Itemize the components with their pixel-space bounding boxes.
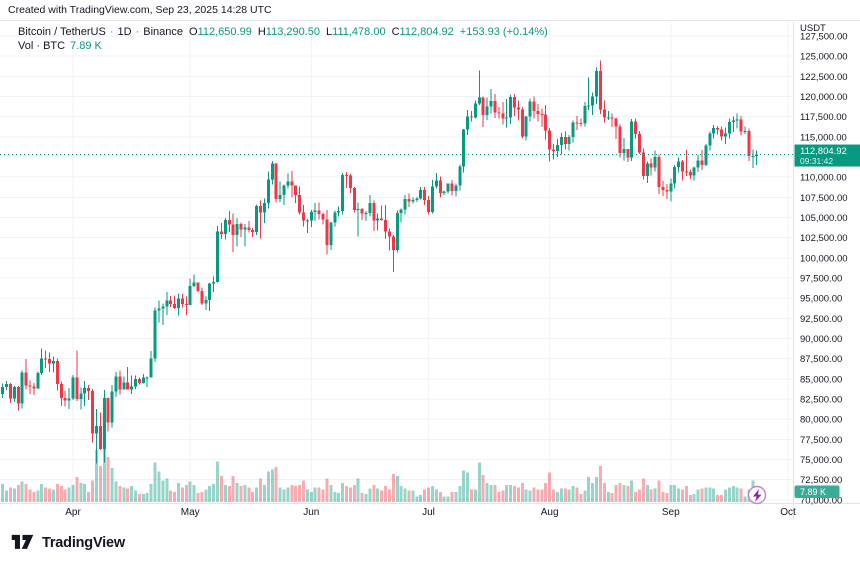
open-label: O [189,26,198,38]
time-tick-label: Jun [303,507,319,518]
volume-bars [1,440,759,502]
price-tick-label: 82,500.00 [800,394,842,405]
price-tick-label: 75,000.00 [800,455,842,466]
price-badge-value: 112,804.92 [800,146,847,157]
price-tick-label: 95,000.00 [800,294,842,305]
separator-dot: · [109,26,114,38]
candles [1,60,759,464]
flash-trade-button[interactable] [747,485,767,505]
price-tick-label: 87,500.00 [800,354,842,365]
price-tick-label: 100,000.00 [800,253,848,264]
footer-brand[interactable]: TradingView [10,533,125,552]
price-tick-label: 85,000.00 [800,374,842,385]
price-tick-label: 122,500.00 [800,72,848,83]
price-tick-label: 125,000.00 [800,52,848,63]
time-tick-label: Sep [662,507,680,518]
price-tick-label: 105,000.00 [800,213,848,224]
grid-lines [0,22,793,503]
open-value: 112,650.99 [197,26,252,38]
price-tick-label: 72,500.00 [800,475,842,486]
symbol-name[interactable]: Bitcoin / TetherUS [18,26,106,38]
close-value: 112,804.92 [399,26,454,38]
high-label: H [257,26,266,38]
volume-label[interactable]: Vol · BTC [18,40,66,52]
low-value: 111,478.00 [332,26,386,38]
high-value: 113,290.50 [265,26,321,38]
price-axis-currency: USDT [800,23,826,34]
price-tick-label: 110,000.00 [800,173,847,184]
volume-row: Vol · BTC 7.89 K [18,40,548,53]
price-tick-label: 117,500.00 [800,112,847,123]
price-tick-label: 70,000.00 [800,495,842,506]
symbol-row: Bitcoin / TetherUS · 1D · Binance O112,650.99… [18,26,548,39]
close-label: C [391,26,400,38]
svg-text:7.89 K: 7.89 K [800,487,826,497]
exchange-name: Binance [143,26,184,38]
interval-value[interactable]: 1D [117,26,132,38]
attribution-text: Created with TradingView.com, Sep 23, 20… [8,4,272,16]
lightning-icon [753,489,762,502]
price-tick-label: 115,000.00 [800,132,847,143]
price-tick-label: 107,500.00 [800,193,848,204]
attribution-bar: Created with TradingView.com, Sep 23, 20… [0,0,860,21]
price-tick-label: 102,500.00 [800,233,848,244]
change-value: +153.93 (+0.14%) [459,26,548,38]
time-tick-label: Oct [780,507,796,518]
time-tick-label: May [181,507,200,518]
price-tick-label: 80,000.00 [800,415,842,426]
price-tick-label: 92,500.00 [800,314,842,325]
price-tick-label: 120,000.00 [800,92,848,103]
separator-dot: · [135,26,140,38]
time-tick-label: Jul [422,507,435,518]
volume-value-badge: 7.89 K [794,485,840,498]
price-tick-label: 77,500.00 [800,435,842,446]
tradingview-logo-icon[interactable] [10,533,35,552]
volume-value: 7.89 K [70,40,102,52]
brand-text[interactable]: TradingView [42,534,125,551]
time-tick-label: Aug [541,507,559,518]
low-label: L [326,26,333,38]
price-tick-label: 127,500.00 [800,32,848,43]
price-tick-label: 90,000.00 [800,334,842,345]
time-tick-label: Apr [65,507,81,518]
symbol-legend[interactable]: Bitcoin / TetherUS · 1D · Binance O112,650.99… [18,26,548,54]
axis-separators [0,22,860,520]
price-badge-countdown: 09:31:42 [800,156,833,166]
price-tick-label: 97,500.00 [800,273,842,284]
time-axis[interactable]: Apr May Jun Jul Aug Sep Oct [65,507,796,518]
